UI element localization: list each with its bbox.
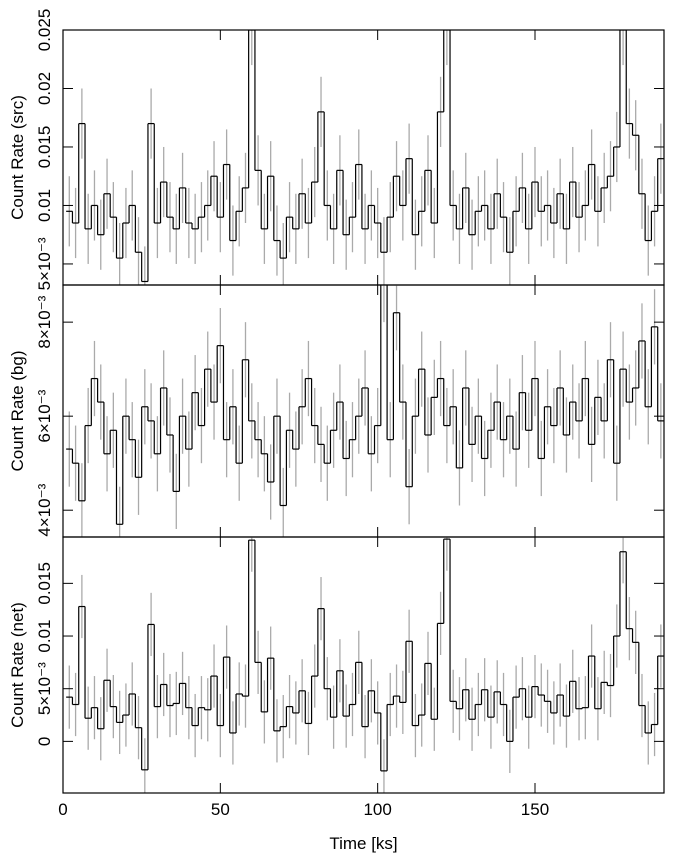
frame bbox=[62, 536, 665, 794]
y-tick-label: 0.025 bbox=[35, 9, 54, 52]
plot-area bbox=[66, 285, 664, 537]
y-tick-label: 0.02 bbox=[35, 72, 54, 105]
plot-area bbox=[66, 537, 664, 793]
step-connector bbox=[71, 539, 659, 771]
y-tick-label: 8×10⁻³ bbox=[35, 295, 54, 348]
x-tick-label: 0 bbox=[58, 800, 67, 819]
y-tick-label: 6×10⁻³ bbox=[35, 389, 54, 442]
y-tick-label: 4×10⁻³ bbox=[35, 483, 54, 536]
x-tick-label: 150 bbox=[521, 800, 549, 819]
x-tick-label: 100 bbox=[363, 800, 391, 819]
y-axis-label: Count Rate (src) bbox=[8, 95, 27, 220]
y-tick-label: 0 bbox=[35, 737, 54, 746]
frame bbox=[62, 29, 665, 286]
step-connector bbox=[71, 30, 659, 282]
frame bbox=[62, 284, 665, 538]
y-tick-label: 0.015 bbox=[35, 562, 54, 605]
y-tick-label: 5×10⁻³ bbox=[35, 237, 54, 290]
x-axis-label: Time [ks] bbox=[329, 834, 397, 853]
plot-area bbox=[66, 30, 664, 285]
y-axis-label: Count Rate (bg) bbox=[8, 351, 27, 472]
y-tick-label: 0.01 bbox=[35, 619, 54, 652]
y-axis-label: Count Rate (net) bbox=[8, 602, 27, 728]
y-tick-label: 0.01 bbox=[35, 189, 54, 222]
y-tick-label: 0.015 bbox=[35, 126, 54, 169]
step-connector bbox=[71, 285, 659, 525]
y-tick-label: 5×10⁻³ bbox=[35, 662, 54, 715]
x-tick-label: 50 bbox=[211, 800, 230, 819]
